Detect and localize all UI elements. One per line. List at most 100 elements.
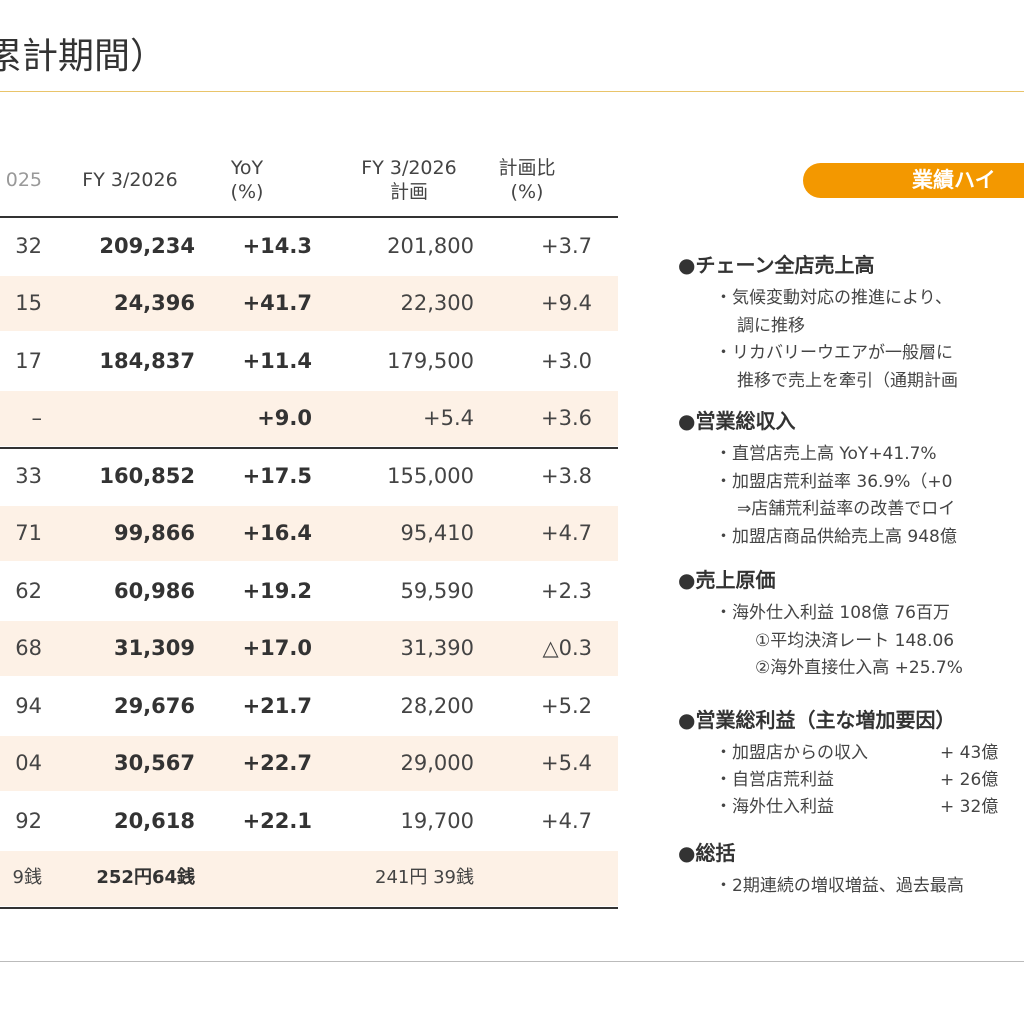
cell: +5.2 [541,693,592,718]
cell: +22.7 [242,751,312,776]
section-heading: ●売上原価 [678,568,776,592]
cell: +3.6 [541,406,592,431]
highlight-line: ②海外直接仕入高 +25.7% [755,658,963,678]
cell: 19,700 [400,808,474,833]
cell: 20,618 [113,808,195,833]
cell: 68 [15,636,42,661]
section-rule [0,447,618,449]
cell: 179,500 [387,348,474,373]
row-shade [0,275,618,331]
cell: 9銭 [12,867,42,889]
highlight-label: ・海外仕入利益 [715,797,834,817]
cell: +3.0 [541,348,592,373]
highlight-amount: + 43億 [940,743,999,763]
row-shade [0,735,618,791]
row-shade [0,850,618,906]
cell: 17 [15,348,42,373]
cell: +41.7 [242,291,312,316]
section-heading: ●営業総収入 [678,409,796,433]
cell: 24,396 [113,291,195,316]
column-header: 計画 [389,181,428,203]
cell: 30,567 [113,751,195,776]
cell: 15 [15,291,42,316]
cell: 33 [15,463,42,488]
cell: 95,410 [400,521,474,546]
cell: +16.4 [242,521,312,546]
cell: 04 [15,751,42,776]
cell: 31,309 [113,636,195,661]
column-header: YoY [230,157,264,179]
cell: 31,390 [400,636,474,661]
row-shade [0,390,618,446]
highlight-amount: + 26億 [940,770,999,790]
column-header: 025 [5,169,42,191]
highlight-line: 調に推移 [737,315,805,336]
cell: +9.0 [257,406,312,431]
cell: 28,200 [400,693,474,718]
row-shade [0,620,618,676]
badge-text: 業績ハイ [912,168,996,192]
cell: 62 [15,578,42,603]
highlight-line: ①平均決済レート 148.06 [755,630,955,651]
page-title: 累計期間） [0,36,167,77]
cell: +3.8 [541,463,592,488]
section-heading: ●チェーン全店売上高 [678,253,875,277]
highlight-label: ・自営店荒利益 [715,770,834,790]
cell: 60,986 [113,578,195,603]
cell: 184,837 [99,348,195,373]
cell: – [31,406,43,431]
highlight-line: 推移で売上を牽引（通期計画 [737,370,958,391]
cell: +5.4 [541,751,592,776]
cell: +2.3 [541,578,592,603]
cell: 252円64銭 [96,867,195,889]
cell: 201,800 [387,233,474,258]
cell: 32 [15,233,42,258]
title-rule [0,91,1024,92]
cell: +5.4 [423,406,474,431]
highlight-amount: + 32億 [940,797,999,817]
cell: +3.7 [541,233,592,258]
cell: +17.0 [242,636,312,661]
highlight-line: ・気候変動対応の推進により、 [715,288,952,308]
column-header: (%) [510,181,544,203]
cell: 59,590 [400,578,474,603]
cell: 241円 39銭 [375,867,474,889]
cell: +4.7 [541,521,592,546]
highlight-line: ・加盟店荒利益率 36.9%（+0 [715,471,953,492]
cell: 71 [15,521,42,546]
cell: +9.4 [541,291,592,316]
cell: 160,852 [99,463,195,488]
cell: +11.4 [242,348,312,373]
cell: +22.1 [242,808,312,833]
column-header: 計画比 [498,157,556,179]
highlight-line: ・直営店売上高 YoY+41.7% [715,444,937,464]
cell: +14.3 [242,233,312,258]
highlight-line: ⇒店舗荒利益率の改善でロイ [737,499,956,519]
highlight-line: ・海外仕入利益 108億 76百万 [715,603,950,623]
cell: +21.7 [242,693,312,718]
highlight-label: ・加盟店からの収入 [715,743,868,763]
cell: 155,000 [387,463,474,488]
cell: 29,676 [113,693,195,718]
section-heading: ●営業総利益（主な増加要因） [678,708,956,732]
cell: 94 [15,693,42,718]
column-header: FY 3/2026 [82,169,178,191]
bottom-rule [0,907,618,909]
highlight-line: ・加盟店商品供給売上高 948億 [715,526,957,547]
cell: 99,866 [113,521,195,546]
cell: 209,234 [99,233,195,258]
highlight-line: ・リカバリーウエアが一般層に [715,343,953,363]
cell: +19.2 [242,578,312,603]
cell: 92 [15,808,42,833]
footer-rule [0,961,1024,962]
column-header: FY 3/2026 [361,157,457,179]
highlight-line: ・2期連続の増収増益、過去最高 [715,876,964,896]
section-heading: ●総括 [678,841,736,865]
cell: +17.5 [242,463,312,488]
cell: +4.7 [541,808,592,833]
cell: 29,000 [400,751,474,776]
header-rule [0,216,618,218]
column-header: (%) [230,181,264,203]
badge [803,163,1024,198]
